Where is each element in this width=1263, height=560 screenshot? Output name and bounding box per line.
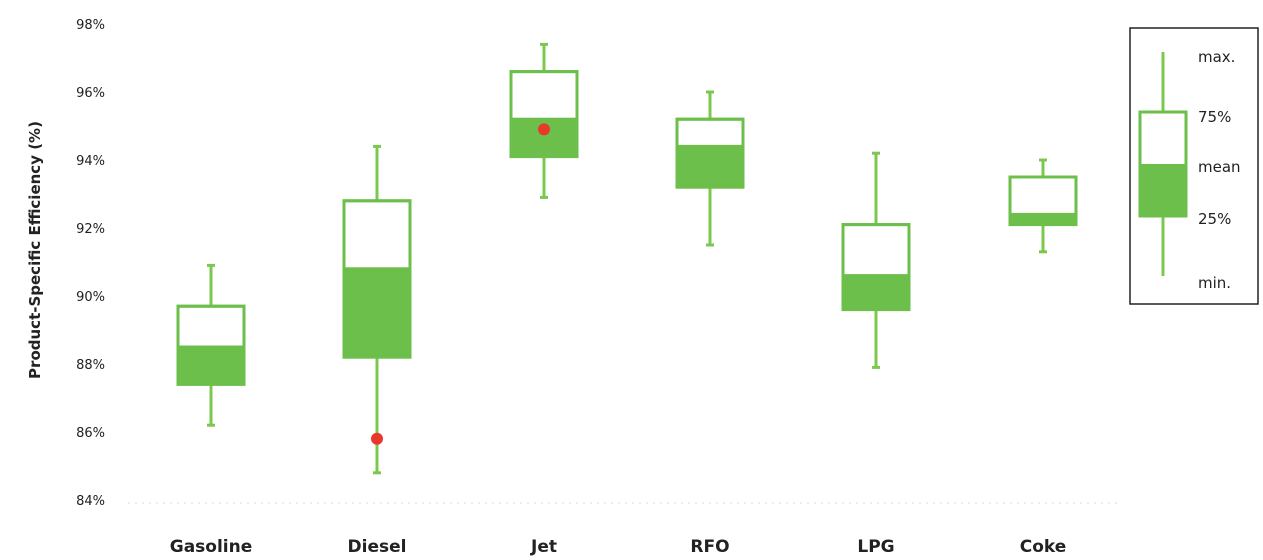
box-upper <box>509 70 579 121</box>
box-lower-fill <box>178 347 244 385</box>
legend-label-75: 75% <box>1198 108 1231 126</box>
legend-box-fill <box>1140 164 1186 216</box>
legend-label-max: max. <box>1198 48 1235 66</box>
box-jet <box>509 42 579 199</box>
box-lower-fill <box>677 146 743 188</box>
y-tick-label: 90% <box>76 290 105 305</box>
category-label: Coke <box>1020 537 1067 556</box>
y-tick-labels: 84% 86% 88% 90% 92% 94% 96% 98% <box>76 18 105 509</box>
box-lower-fill <box>1010 214 1076 225</box>
red-marker <box>371 432 383 445</box>
legend-label-25: 25% <box>1198 210 1231 228</box>
red-marker <box>538 123 550 136</box>
box-upper <box>176 304 246 349</box>
box-outline <box>342 199 412 359</box>
y-tick-label: 98% <box>76 18 105 33</box>
y-tick-label: 88% <box>76 358 105 373</box>
box-outline <box>675 117 745 189</box>
box-outline <box>176 304 246 386</box>
box-upper <box>342 199 412 271</box>
box-gasoline <box>176 263 246 427</box>
y-tick-label: 94% <box>76 154 105 169</box>
box-lpg <box>841 151 911 369</box>
category-label: Gasoline <box>170 537 253 556</box>
box-outline <box>509 70 579 159</box>
legend-box-outline <box>1138 110 1188 218</box>
y-axis-title-group: Product-Specific Efficiency (%) <box>26 121 44 379</box>
y-tick-label: 92% <box>76 222 105 237</box>
box-outline <box>841 223 911 312</box>
category-label: LPG <box>857 537 894 556</box>
category-label: Jet <box>530 537 557 556</box>
box-rfo <box>675 90 745 247</box>
box-outline <box>1008 175 1078 227</box>
category-labels: Gasoline Diesel Jet RFO LPG Coke <box>170 537 1067 557</box>
box-upper <box>675 117 745 148</box>
legend-frame <box>1129 27 1259 305</box>
box-diesel <box>342 144 412 475</box>
legend-label-min: min. <box>1198 274 1231 292</box>
box-lower-fill <box>843 275 909 310</box>
y-tick-label: 84% <box>76 494 105 509</box>
category-label: Diesel <box>348 537 407 556</box>
box-upper <box>1008 175 1078 216</box>
legend-label-mean: mean <box>1198 158 1241 176</box>
box-upper <box>841 223 911 278</box>
legend: max. 75% mean 25% min. <box>1129 27 1259 305</box>
y-tick-label: 96% <box>76 86 105 101</box>
y-axis-title: Product-Specific Efficiency (%) <box>26 121 44 379</box>
category-label: RFO <box>690 537 729 556</box>
boxes-layer <box>176 42 1078 475</box>
box-coke <box>1008 158 1078 254</box>
box-lower-fill <box>344 268 410 358</box>
y-tick-label: 86% <box>76 426 105 441</box>
